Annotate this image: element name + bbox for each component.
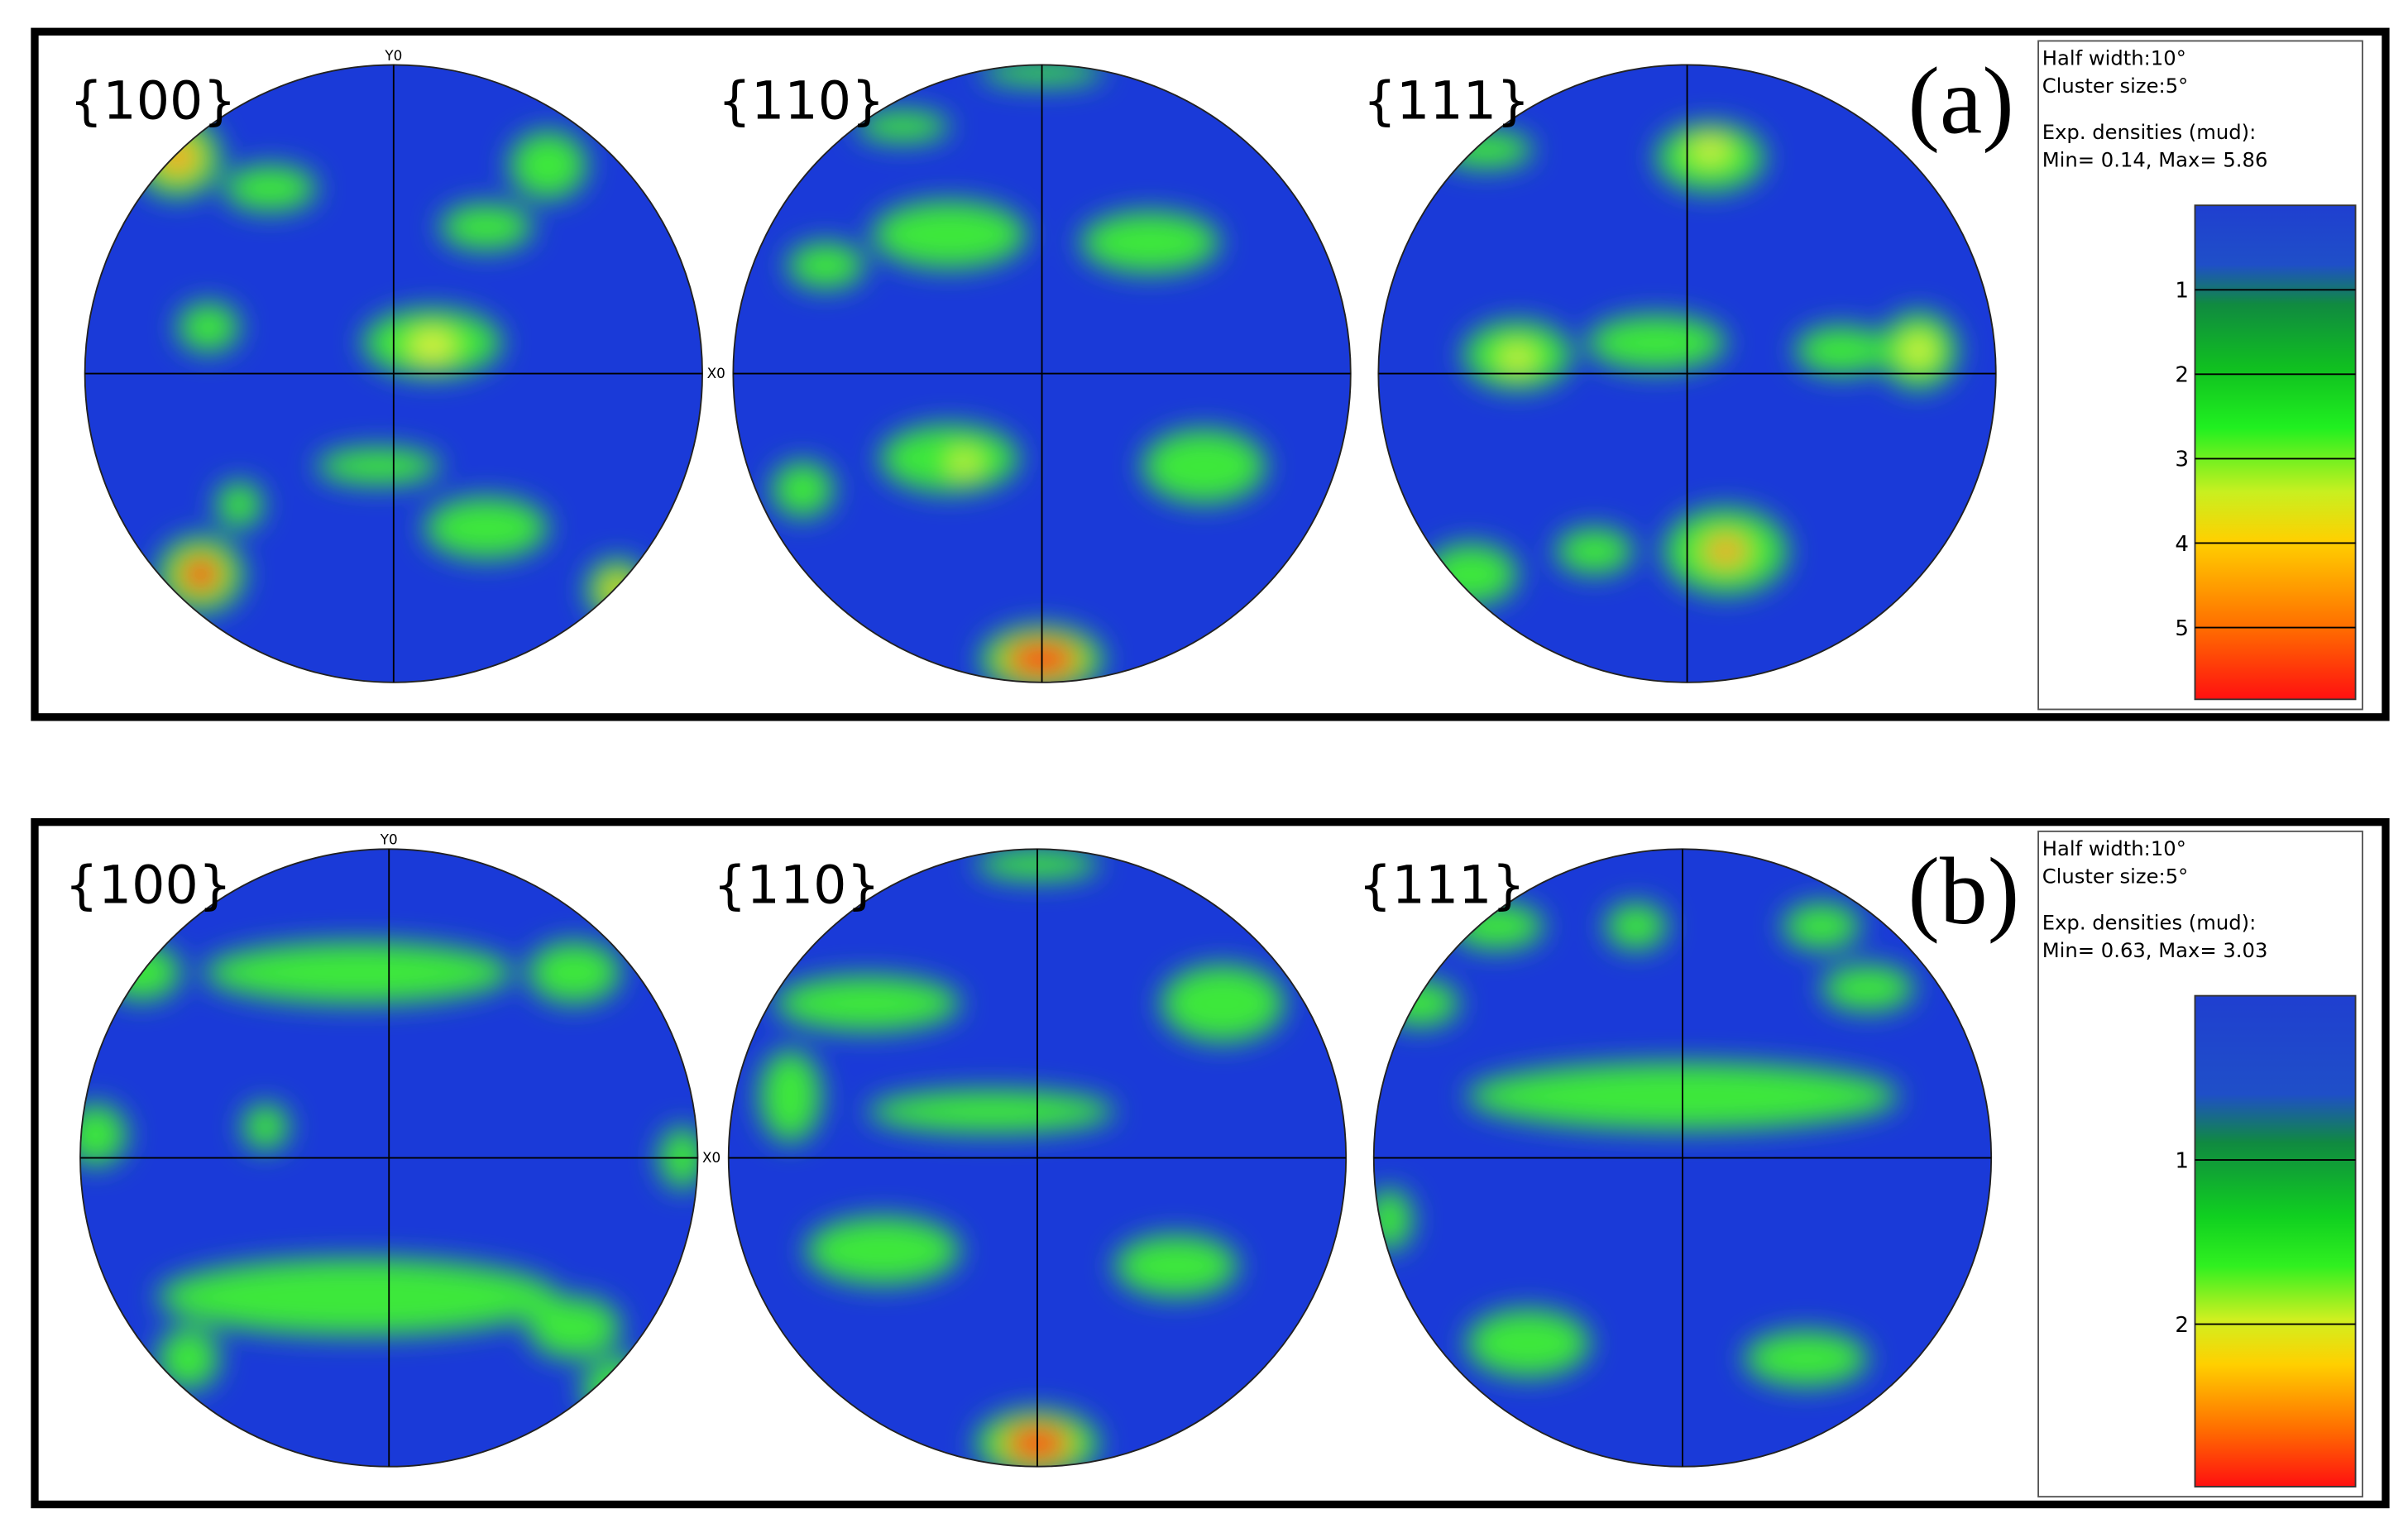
colorbar-tick-label: 5 <box>2175 616 2189 641</box>
density-blob <box>528 1296 621 1359</box>
density-blob <box>1692 137 1729 162</box>
density-blob <box>772 461 834 518</box>
panel: {100} {110} {111} Y0 X0 (b) Half width:10° Clus… <box>31 818 2390 1509</box>
density-blob <box>1142 429 1266 504</box>
density-blob <box>806 1216 960 1285</box>
density-blob <box>528 941 621 1004</box>
density-blob <box>1744 1330 1868 1387</box>
density-blob <box>1161 965 1285 1042</box>
density-blob <box>216 481 263 529</box>
legend-text: Min= 0.14, Max= 5.86 <box>2042 148 2268 172</box>
density-blob <box>1587 314 1726 371</box>
density-blob <box>179 555 223 593</box>
density-blob <box>1555 528 1634 575</box>
density-blob <box>1605 903 1668 950</box>
density-blob <box>410 330 454 362</box>
density-blob <box>1783 903 1860 950</box>
colorbar-tick-label: 4 <box>2175 532 2189 557</box>
density-blob <box>316 448 440 485</box>
legend-text: Half width:10° <box>2042 46 2186 69</box>
density-blob <box>242 1104 289 1151</box>
legend-text: Min= 0.63, Max= 3.03 <box>2042 938 2268 962</box>
pole-figure-label: {100} <box>69 70 237 132</box>
axis-label-y: Y0 <box>380 831 398 848</box>
density-blob <box>1704 535 1748 567</box>
colorbar-tick-label: 1 <box>2175 279 2189 304</box>
density-blob <box>867 1090 1115 1133</box>
density-blob <box>1501 346 1533 371</box>
axis-label-x: X0 <box>702 1149 720 1166</box>
pole-figure-label: {110} <box>718 70 885 132</box>
panel: {100} {110} {111} Y0 X0 (a) Half width:10° Clus… <box>31 27 2390 721</box>
density-blob <box>157 1327 219 1390</box>
density-blob <box>1795 325 1889 376</box>
legend-text: Cluster size:5° <box>2042 864 2189 888</box>
density-blob <box>1114 1234 1238 1297</box>
density-blob <box>1080 211 1220 274</box>
density-blob <box>1821 965 1914 1012</box>
density-blob <box>759 1049 821 1143</box>
density-blob <box>203 941 513 1004</box>
panel-label: (b) <box>1908 839 2019 945</box>
density-blob <box>439 204 533 251</box>
axis-label-y: Y0 <box>384 47 402 64</box>
density-blob <box>177 302 240 352</box>
density-blob <box>80 1104 127 1166</box>
panel-label: (a) <box>1908 48 2013 154</box>
density-layer <box>1424 123 1958 606</box>
density-blob <box>424 496 548 559</box>
legend-text: Cluster size:5° <box>2042 74 2189 98</box>
colorbar <box>2194 204 2357 701</box>
density-layer <box>80 941 698 1420</box>
legend-text: Exp. densities (mud): <box>2042 910 2257 934</box>
density-blob <box>157 1258 559 1336</box>
density-blob <box>952 450 978 476</box>
legend-text: Exp. densities (mud): <box>2042 120 2257 144</box>
density-blob <box>872 200 1027 269</box>
density-blob <box>856 111 950 142</box>
pole-figure-label: {111} <box>1363 70 1530 132</box>
colorbar-tick-label: 2 <box>2175 363 2189 388</box>
density-blob <box>1466 1309 1591 1377</box>
density-blob <box>879 424 1019 493</box>
density-layer <box>1373 903 1914 1387</box>
density-blob <box>509 131 587 199</box>
density-blob <box>1903 334 1935 366</box>
colorbar-tick-label: 2 <box>2175 1313 2189 1338</box>
pole-figure-label: {100} <box>65 855 232 916</box>
pole-figure-label: {110} <box>713 855 880 916</box>
axis-label-x: X0 <box>707 365 725 381</box>
pole-figure-label: {111} <box>1358 855 1525 916</box>
density-blob <box>787 242 864 289</box>
colorbar-tick-label: 3 <box>2175 448 2189 472</box>
colorbar <box>2194 994 2357 1487</box>
colorbar-tick-label: 1 <box>2175 1148 2189 1173</box>
density-blob <box>223 165 317 212</box>
legend-text: Half width:10° <box>2042 836 2186 860</box>
density-blob <box>774 975 960 1032</box>
